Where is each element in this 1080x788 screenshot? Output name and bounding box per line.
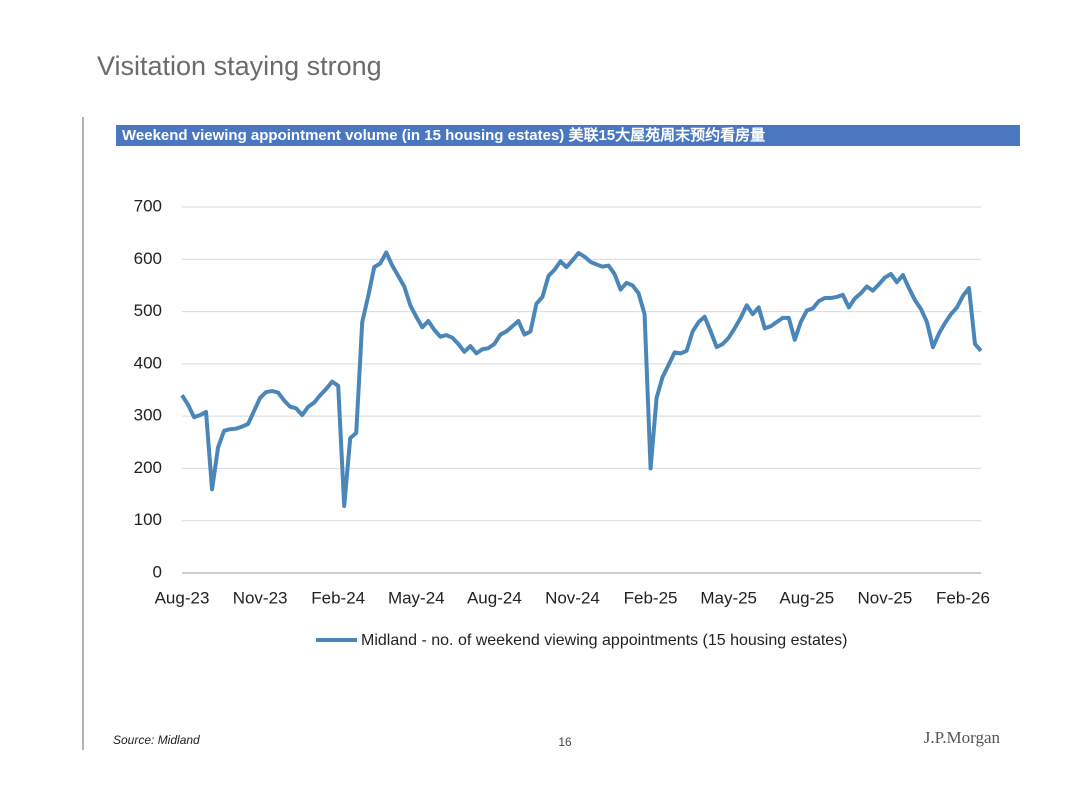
source: Source: Midland bbox=[113, 733, 200, 747]
x-tick-label: Feb-24 bbox=[311, 588, 365, 607]
y-tick-label: 400 bbox=[134, 353, 162, 372]
chart-title: Weekend viewing appointment volume (in 1… bbox=[122, 126, 765, 144]
chart-title-banner bbox=[116, 125, 1020, 146]
x-tick-label: May-25 bbox=[700, 588, 757, 607]
x-tick-label: May-24 bbox=[388, 588, 445, 607]
y-tick-label: 700 bbox=[134, 196, 162, 215]
legend-label: Midland - no. of weekend viewing appoint… bbox=[361, 632, 848, 649]
y-tick-label: 0 bbox=[153, 562, 162, 581]
x-tick-label: Nov-24 bbox=[545, 588, 600, 607]
logo: J.P.Morgan bbox=[924, 728, 1001, 747]
x-tick-label: Aug-25 bbox=[779, 588, 834, 607]
x-tick-label: Aug-24 bbox=[467, 588, 522, 607]
x-tick-label: Feb-26 bbox=[936, 588, 990, 607]
page-number: 16 bbox=[558, 735, 572, 749]
x-tick-label: Nov-23 bbox=[233, 588, 288, 607]
data-line bbox=[180, 250, 983, 509]
y-tick-label: 200 bbox=[134, 458, 162, 477]
slide-title: Visitation staying strong bbox=[97, 51, 382, 81]
x-tick-label: Nov-25 bbox=[857, 588, 912, 607]
y-tick-label: 100 bbox=[134, 510, 162, 529]
x-tick-label: Aug-23 bbox=[155, 588, 210, 607]
y-tick-label: 500 bbox=[134, 301, 162, 320]
x-tick-label: Feb-25 bbox=[624, 588, 678, 607]
y-tick-label: 600 bbox=[134, 249, 162, 268]
y-tick-label: 300 bbox=[134, 406, 162, 425]
